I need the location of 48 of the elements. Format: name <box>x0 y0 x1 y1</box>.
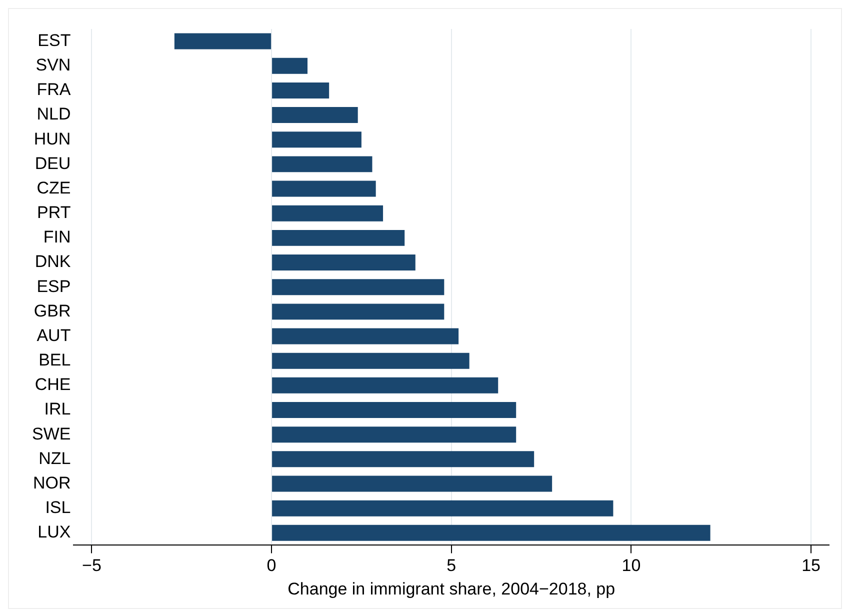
bar <box>272 254 416 271</box>
bar <box>272 304 444 320</box>
bar <box>272 402 516 418</box>
y-tick-label: NOR <box>32 473 71 492</box>
y-tick-label: BEL <box>38 350 71 370</box>
x-tick-label: 0 <box>266 556 276 576</box>
y-tick-label: DEU <box>34 154 71 173</box>
bar <box>272 279 444 296</box>
y-tick-label: NZL <box>38 448 71 468</box>
bar <box>272 426 516 443</box>
x-tick-label: 5 <box>446 556 456 576</box>
bar <box>272 132 362 148</box>
bar <box>272 377 498 394</box>
y-tick-label: LUX <box>38 522 71 542</box>
bar <box>272 451 534 468</box>
bar <box>174 33 272 50</box>
bar <box>272 328 459 344</box>
y-tick-label: GBR <box>34 301 71 320</box>
x-tick-label: −5 <box>82 556 102 576</box>
y-tick-label: SVN <box>36 56 71 75</box>
y-tick-label: EST <box>38 30 71 50</box>
y-tick-label: CHE <box>34 375 71 394</box>
y-tick-label: SWE <box>32 424 71 444</box>
x-tick-label: 10 <box>622 556 641 576</box>
y-tick-label: ISL <box>45 498 71 518</box>
x-axis-title: Change in immigrant share, 2004−2018, pp <box>288 579 616 598</box>
y-tick-label: ESP <box>36 276 71 296</box>
y-tick-label: AUT <box>36 326 71 345</box>
y-tick-label: FRA <box>36 80 72 100</box>
bar <box>272 58 308 74</box>
y-tick-label: FIN <box>43 228 71 247</box>
bar <box>272 205 384 222</box>
bar <box>272 476 552 492</box>
bar <box>272 180 376 197</box>
bar <box>272 500 614 516</box>
y-tick-label: PRT <box>37 203 71 222</box>
y-tick-label: NLD <box>36 104 71 124</box>
y-tick-label: DNK <box>34 252 72 272</box>
y-tick-label: CZE <box>36 178 71 198</box>
bar <box>272 524 710 541</box>
bar <box>272 352 470 369</box>
bar <box>272 82 330 98</box>
bar <box>272 230 405 246</box>
y-tick-label: IRL <box>44 400 71 419</box>
y-tick-label: HUN <box>34 129 71 148</box>
bar <box>272 156 372 172</box>
x-tick-label: 15 <box>802 556 820 576</box>
bar <box>272 107 358 124</box>
